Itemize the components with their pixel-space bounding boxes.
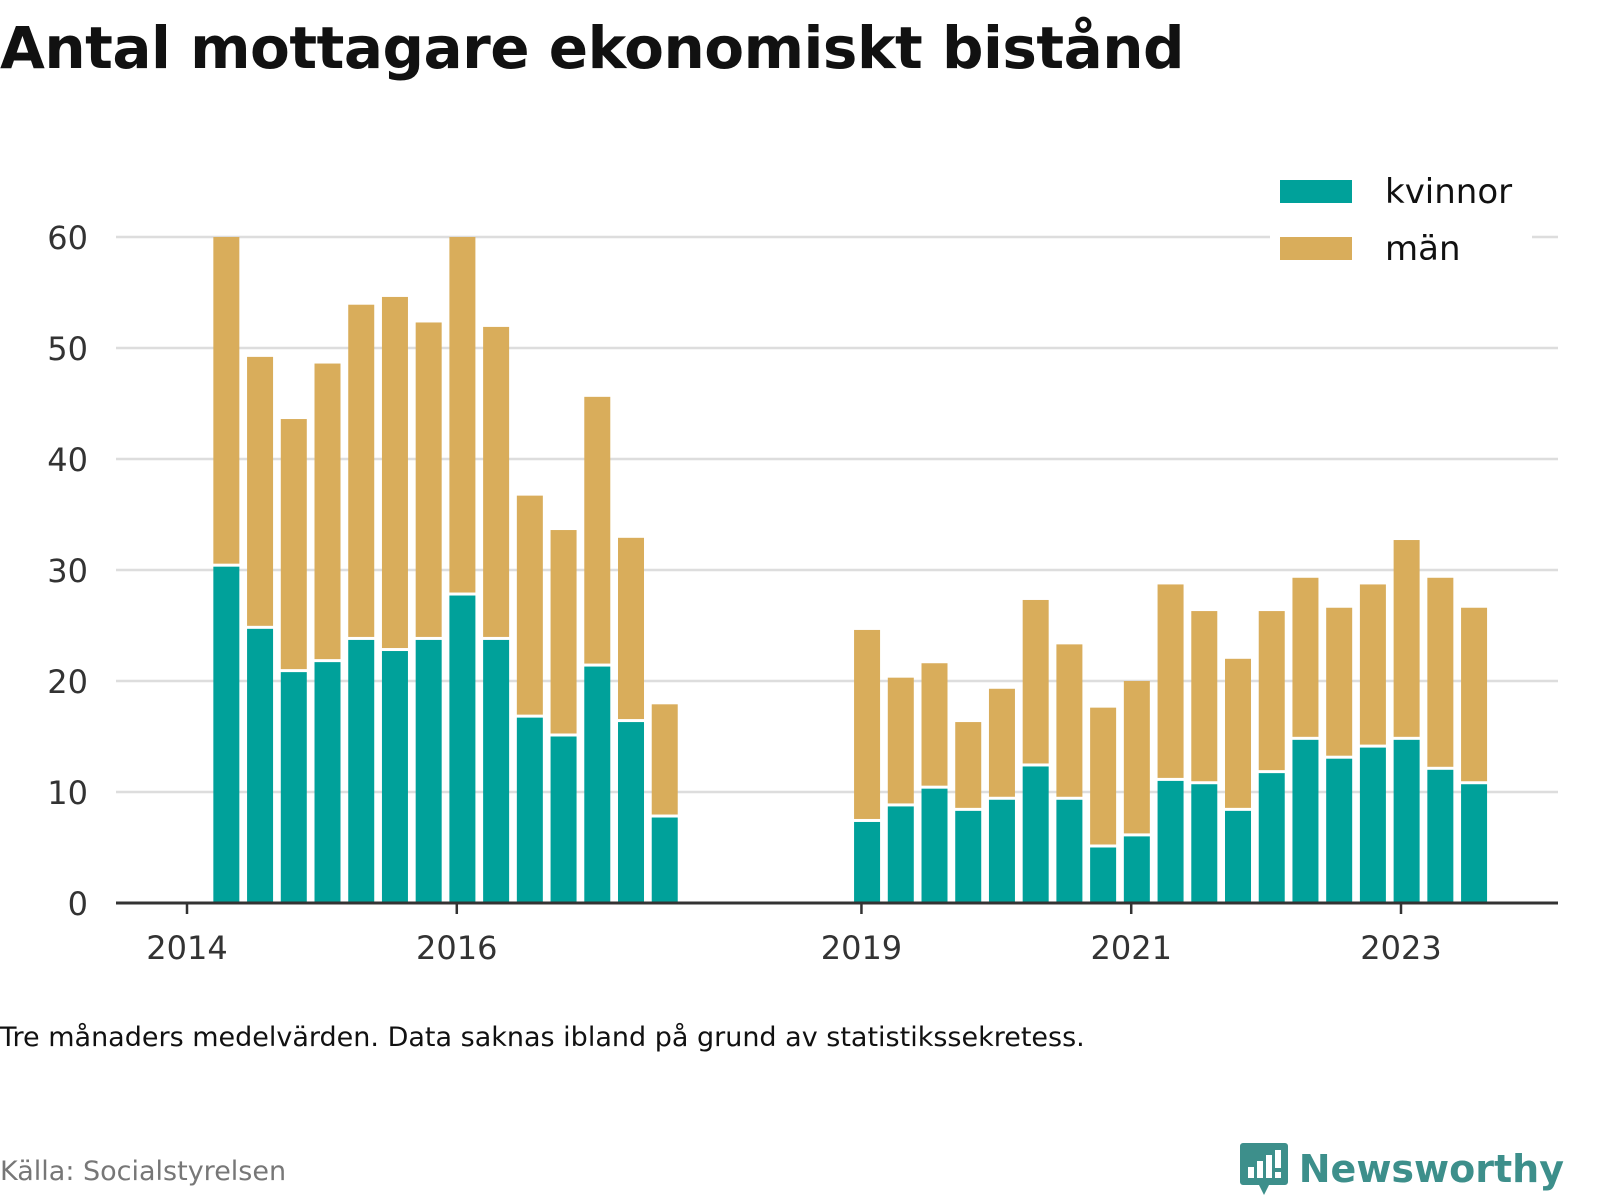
- bar-kvinnor: [955, 810, 982, 903]
- brand: Newsworthy: [1239, 1140, 1564, 1198]
- y-tick-label: 60: [47, 219, 88, 257]
- bar-kvinnor: [1225, 810, 1252, 903]
- bar-kvinnor: [213, 566, 240, 903]
- page-title: Antal mottagare ekonomiskt bistånd: [0, 14, 1185, 82]
- bar-man: [516, 495, 543, 715]
- bar-man: [651, 704, 678, 815]
- bar-man: [381, 296, 408, 649]
- bar-man: [1157, 584, 1184, 778]
- bar-kvinnor: [1056, 799, 1083, 903]
- bar-kvinnor: [1258, 773, 1285, 903]
- y-tick-label: 30: [47, 552, 88, 590]
- newsworthy-logo-icon: [1239, 1143, 1288, 1195]
- bar-kvinnor: [516, 717, 543, 903]
- bar-kvinnor: [1090, 847, 1117, 903]
- bar-man: [280, 419, 307, 670]
- bar-kvinnor: [415, 639, 442, 903]
- bar-kvinnor: [1191, 784, 1218, 903]
- bar-man: [854, 629, 881, 819]
- bar-man: [1292, 577, 1319, 737]
- bar-man: [314, 363, 341, 660]
- bar-kvinnor: [449, 595, 476, 903]
- bar-group: [213, 237, 1488, 903]
- bar-man: [988, 688, 1015, 797]
- bar-kvinnor: [1292, 739, 1319, 903]
- bar-man: [921, 663, 948, 786]
- bar-man: [1461, 607, 1488, 782]
- bar-kvinnor: [887, 806, 914, 903]
- bar-man: [618, 537, 645, 720]
- bar-kvinnor: [280, 672, 307, 903]
- bar-kvinnor: [651, 817, 678, 903]
- bar-man: [955, 722, 982, 808]
- bar-kvinnor: [1123, 836, 1150, 903]
- bar-kvinnor: [1326, 758, 1353, 903]
- x-tick-label: 2021: [1091, 929, 1172, 967]
- bar-man: [550, 530, 577, 734]
- brand-name: Newsworthy: [1298, 1147, 1564, 1191]
- x-tick-group: 2014 2016 2019 2021 2023: [146, 903, 1442, 967]
- bar-man: [483, 326, 510, 637]
- legend-swatch: [1280, 180, 1352, 203]
- x-tick-label: 2016: [416, 929, 497, 967]
- bar-kvinnor: [1461, 784, 1488, 903]
- bar-kvinnor: [1157, 780, 1184, 903]
- legend-swatch: [1280, 237, 1352, 260]
- bar-kvinnor: [988, 799, 1015, 903]
- bar-kvinnor: [1427, 769, 1454, 903]
- bar-man: [887, 677, 914, 804]
- bar-man: [584, 396, 611, 664]
- legend: kvinnor män: [1270, 172, 1532, 277]
- bar-kvinnor: [550, 736, 577, 903]
- x-tick-label: 2014: [146, 929, 227, 967]
- bar-man: [449, 237, 476, 593]
- y-tick-label: 50: [47, 330, 88, 368]
- bar-man: [1056, 644, 1083, 797]
- bar-kvinnor: [348, 639, 375, 903]
- bar-kvinnor: [381, 651, 408, 903]
- chart-note: Tre månaders medelvärden. Data saknas ib…: [0, 1022, 1085, 1053]
- bar-man: [1123, 681, 1150, 834]
- y-tick-label: 20: [47, 663, 88, 701]
- bar-kvinnor: [584, 666, 611, 903]
- bar-kvinnor: [1393, 739, 1420, 903]
- bar-man: [1359, 584, 1386, 745]
- bar-man: [213, 237, 240, 564]
- bar-man: [348, 304, 375, 637]
- source-text: Källa: Socialstyrelsen: [0, 1156, 287, 1187]
- bar-man: [415, 322, 442, 637]
- legend-label: män: [1385, 229, 1461, 269]
- bar-kvinnor: [483, 639, 510, 903]
- bar-man: [1258, 611, 1285, 771]
- bar-kvinnor: [314, 662, 341, 903]
- bar-man: [1326, 607, 1353, 756]
- bar-man: [1022, 599, 1049, 764]
- y-tick-label: 10: [47, 774, 88, 812]
- bar-kvinnor: [618, 722, 645, 903]
- bar-man: [1191, 611, 1218, 782]
- x-tick-label: 2019: [821, 929, 902, 967]
- bar-man: [1393, 540, 1420, 737]
- x-tick-label: 2023: [1360, 929, 1441, 967]
- bar-man: [1427, 577, 1454, 767]
- bar-man: [1090, 707, 1117, 845]
- stacked-bar-chart: 2014 2016 2019 2021 2023 0 10 20 30 40 50 60 kvinn…: [47, 172, 1558, 967]
- y-tick-labels: 0 10 20 30 40 50 60: [47, 219, 88, 923]
- y-tick-label: 0: [68, 885, 88, 923]
- y-tick-label: 40: [47, 441, 88, 479]
- bar-man: [1225, 658, 1252, 808]
- bar-kvinnor: [921, 788, 948, 903]
- bar-kvinnor: [854, 821, 881, 903]
- bar-man: [247, 356, 274, 626]
- bar-kvinnor: [1022, 766, 1049, 903]
- bar-kvinnor: [1359, 747, 1386, 903]
- legend-label: kvinnor: [1385, 172, 1512, 212]
- bar-kvinnor: [247, 628, 274, 903]
